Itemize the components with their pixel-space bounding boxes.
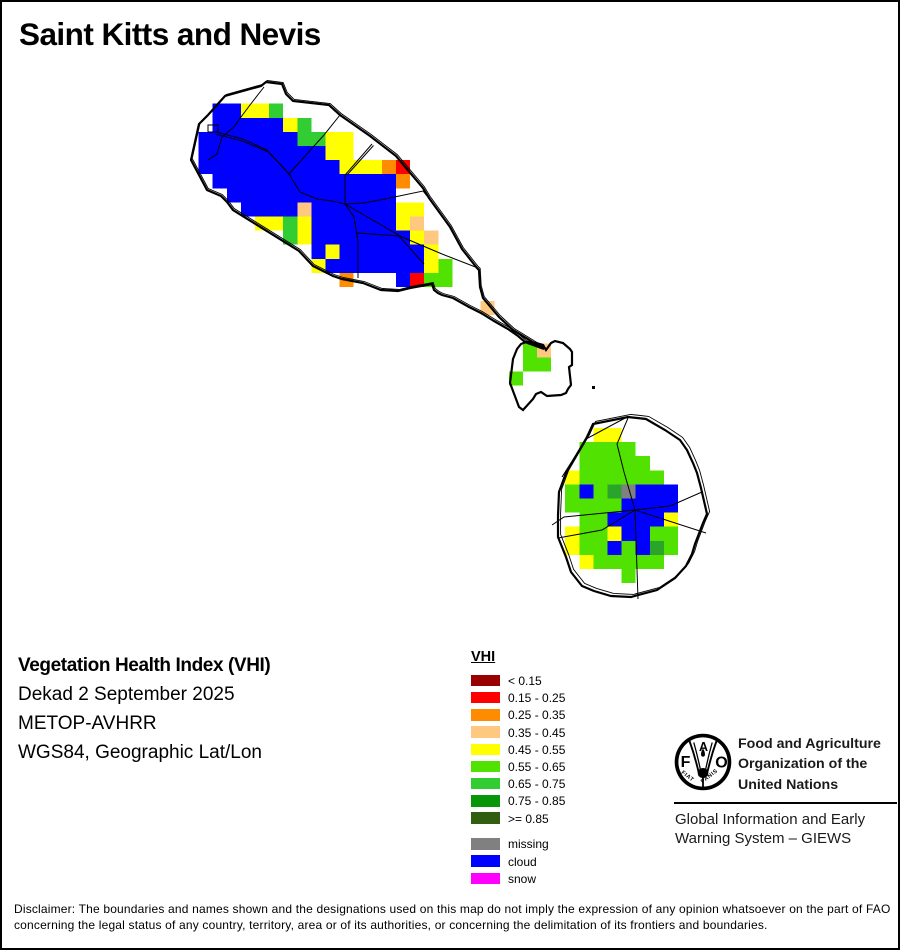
svg-text:O: O xyxy=(715,755,727,772)
svg-text:F: F xyxy=(681,754,691,771)
svg-text:A: A xyxy=(699,740,708,754)
